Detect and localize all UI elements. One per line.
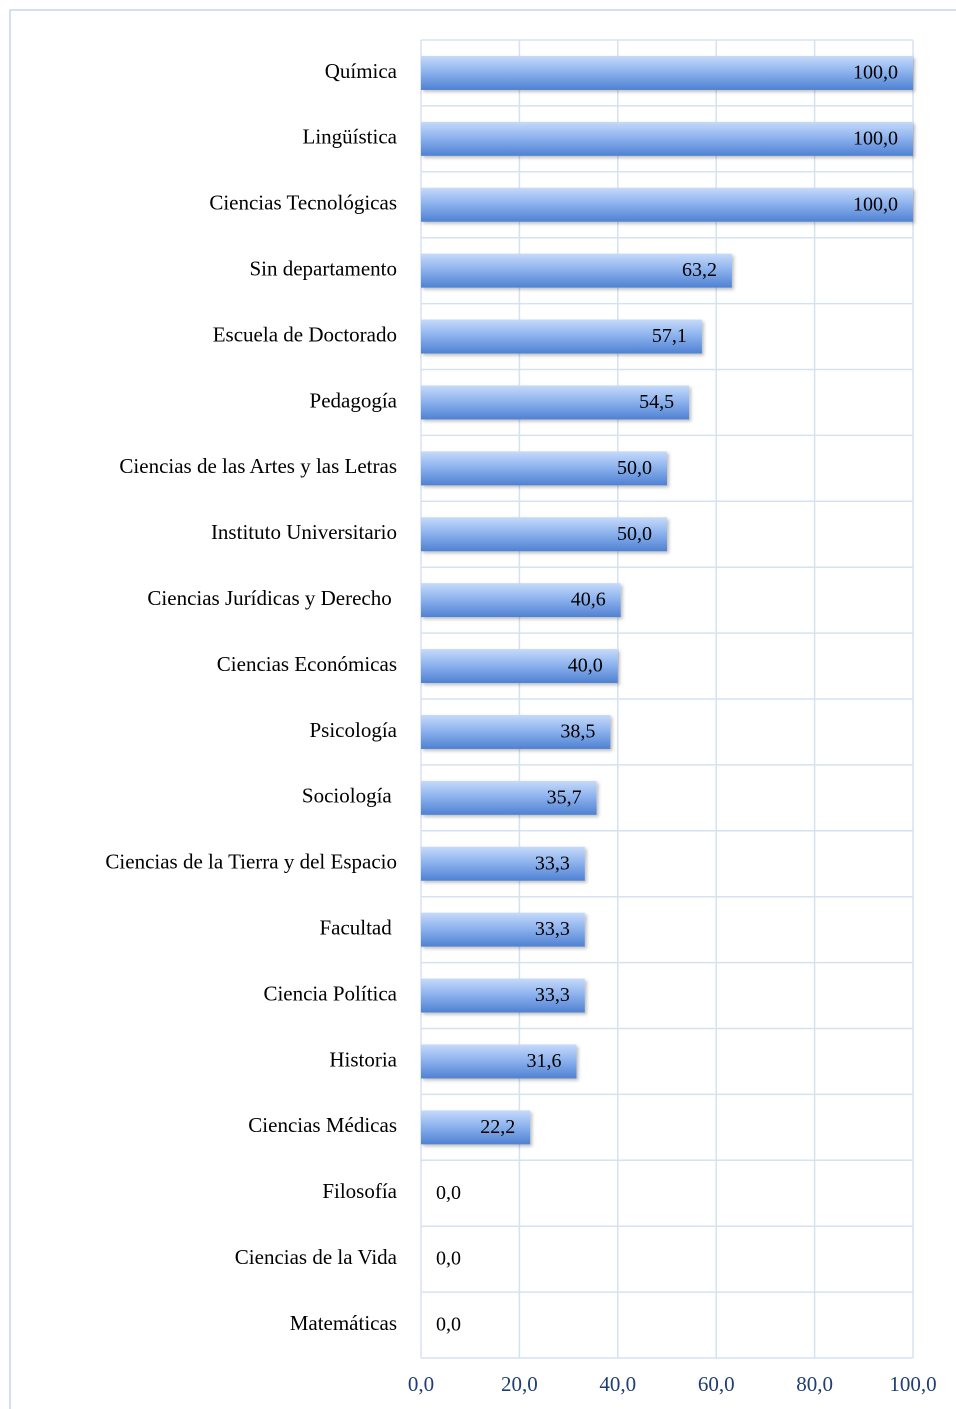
bar [421, 385, 690, 420]
x-tick-label: 80,0 [796, 1372, 833, 1396]
bar [421, 517, 667, 552]
value-label: 33,3 [535, 852, 570, 874]
y-tick-label: Ciencias de la Tierra y del Espacio [105, 850, 397, 874]
value-label: 50,0 [617, 457, 652, 479]
x-tick-label: 20,0 [501, 1372, 538, 1396]
bar [421, 121, 913, 156]
y-tick-label: Sociología [302, 784, 397, 808]
bar [421, 451, 667, 486]
bar [421, 319, 702, 354]
x-tick-label: 40,0 [599, 1372, 636, 1396]
bar [421, 55, 913, 90]
value-label: 31,6 [526, 1050, 561, 1072]
value-label: 33,3 [535, 918, 570, 940]
value-label: 54,5 [639, 391, 674, 413]
x-tick-label: 60,0 [698, 1372, 735, 1396]
chart-frame [9, 9, 956, 1409]
bar [421, 714, 611, 749]
y-tick-label: Ciencias de la Vida [235, 1245, 398, 1269]
y-tick-label: Ciencias Tecnológicas [209, 191, 397, 215]
y-tick-label: Ciencia Política [263, 981, 397, 1005]
y-tick-label: Ciencias Jurídicas y Derecho [147, 586, 397, 610]
y-tick-label: Lingüística [303, 125, 398, 149]
value-label: 63,2 [682, 259, 717, 281]
bar [421, 846, 585, 881]
bar [421, 780, 597, 815]
y-tick-label: Pedagogía [310, 388, 398, 412]
y-tick-label: Sin departamento [249, 256, 397, 280]
y-tick-label: Ciencias Médicas [248, 1113, 397, 1137]
y-tick-label: Matemáticas [290, 1311, 397, 1335]
bar [421, 583, 621, 618]
value-label: 100,0 [853, 127, 898, 149]
bar [421, 1110, 531, 1145]
bar [421, 1044, 577, 1079]
value-label: 50,0 [617, 523, 652, 545]
value-label: 100,0 [853, 193, 898, 215]
bar [421, 978, 585, 1013]
x-tick-label: 0,0 [408, 1372, 434, 1396]
value-label: 0,0 [436, 1314, 461, 1336]
value-label: 38,5 [560, 721, 595, 743]
value-label: 22,2 [480, 1116, 515, 1138]
value-label: 100,0 [853, 62, 898, 84]
bar [421, 187, 913, 222]
value-label: 33,3 [535, 984, 570, 1006]
value-label: 57,1 [652, 325, 687, 347]
value-label: 0,0 [436, 1248, 461, 1270]
y-tick-label: Psicología [310, 718, 398, 742]
bar [421, 649, 618, 684]
y-tick-label: Ciencias de las Artes y las Letras [119, 454, 397, 478]
y-tick-label: Filosofía [322, 1179, 397, 1203]
value-label: 0,0 [436, 1182, 461, 1204]
value-label: 40,6 [571, 589, 606, 611]
x-tick-label: 100,0 [889, 1372, 936, 1396]
value-label: 40,0 [568, 655, 603, 677]
y-tick-label: Ciencias Económicas [217, 652, 397, 676]
bar [421, 253, 732, 288]
value-label: 35,7 [547, 786, 582, 808]
bar [421, 912, 585, 947]
y-tick-label: Historia [329, 1047, 397, 1071]
y-tick-label: Facultad [319, 915, 397, 939]
y-tick-label: Escuela de Doctorado [213, 322, 397, 346]
y-tick-label: Instituto Universitario [211, 520, 397, 544]
y-tick-label: Química [325, 59, 398, 83]
